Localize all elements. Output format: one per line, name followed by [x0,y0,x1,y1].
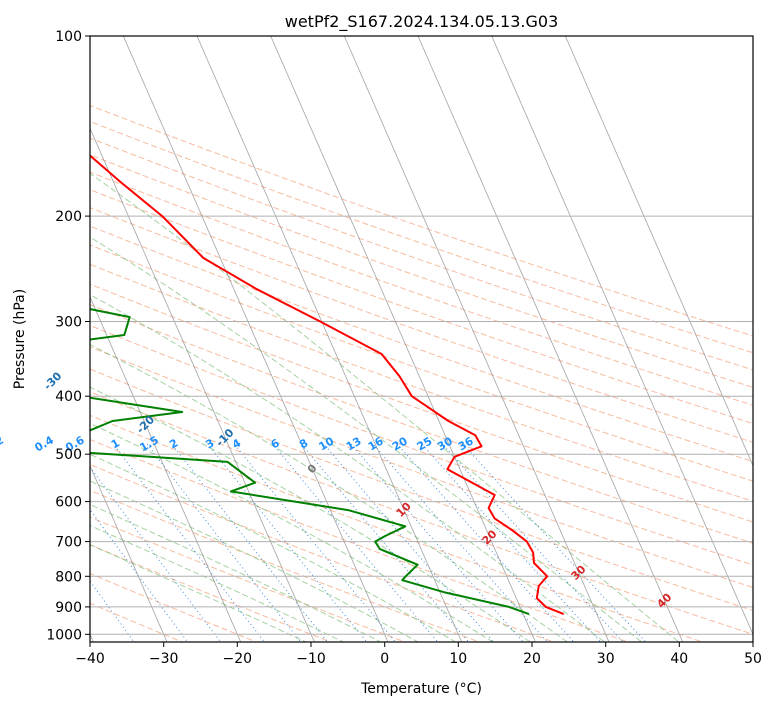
profile-series [90,154,565,616]
dry-adiabat-line [90,263,753,502]
x-tick-label: −20 [223,651,253,667]
dry-adiabat-line [90,137,753,371]
dry-adiabat-line [90,303,753,544]
x-tick-label: −10 [296,651,326,667]
x-tick-label: −30 [149,651,179,667]
moist-adiabat-line [90,503,382,642]
isobar-gridlines [90,36,753,635]
x-axis-label: Temperature (°C) [360,681,482,697]
dry-adiabat-line [90,602,184,642]
dry-adiabat-line [90,324,753,566]
moist-adiabat-line [90,480,420,642]
moist-adiabat-line [90,524,345,642]
moist-adiabat-line [90,236,643,642]
x-axis-ticks: −40 −30 −20 −10 0 10 20 30 40 50 [75,642,762,667]
mixing-ratio-label: 0.2 [0,433,6,454]
dry-adiabat-line [90,572,258,642]
moist-adiabat-line [90,294,606,642]
y-tick-label: 200 [55,209,82,225]
dry-adiabat-line [90,463,556,642]
y-tick-label: 300 [55,315,82,331]
x-tick-label: 50 [744,651,762,667]
mixing-ratio-line [372,443,548,642]
dry-adiabat-line [90,244,753,482]
chart-title: wetPf2_S167.2024.134.05.13.G03 [285,12,559,32]
mixing-ratio-line [146,443,302,642]
dry-adiabat-line [90,154,753,388]
temperature-profile-line [90,154,565,616]
y-tick-label: 600 [55,495,82,511]
dry-adiabat-line [90,414,704,642]
x-tick-label: 0 [380,651,389,667]
dry-adiabat-line [90,207,753,443]
y-axis-label: Pressure (hPa) [12,289,28,389]
x-tick-label: 40 [670,651,688,667]
moist-adiabat-line [90,386,531,642]
moist-adiabat-line [90,172,680,642]
y-tick-label: 800 [55,569,82,585]
moist-adiabat-line [90,544,308,642]
dry-adiabats [90,104,753,642]
dry-adiabat-line [90,391,753,635]
dry-adiabat-line [90,368,753,612]
isotherm-line [491,36,753,636]
isotherms [90,36,753,642]
dewpoint-profile-line [90,308,530,616]
y-tick-label: 400 [55,389,82,405]
dry-adiabat-line [90,438,630,642]
mixing-ratio-line [350,443,524,642]
x-tick-label: −40 [75,651,105,667]
dry-adiabat-line [90,283,753,523]
mixing-ratio-line [300,443,470,642]
mixing-ratio-line [462,443,647,642]
x-tick-label: 20 [523,651,541,667]
dry-adiabat-line [90,104,753,337]
isotherm-line [90,295,242,642]
isotherm-line [417,36,684,642]
y-tick-label: 100 [55,29,82,45]
isotherm-line [90,464,168,642]
isotherm-line [196,36,463,642]
isotherm-line [270,36,536,642]
y-tick-label: 1000 [46,627,82,643]
mixing-ratio-line [272,443,439,642]
moist-adiabat-line [90,422,494,642]
isotherm-line [90,127,315,642]
dry-adiabat-line [90,189,753,425]
plot-area [90,36,753,642]
moist-adiabat-line [90,343,569,642]
y-tick-label: 900 [55,600,82,616]
mixing-ratio-line [441,443,624,642]
y-tick-label: 500 [55,447,82,463]
mixing-ratio-line [323,443,495,642]
y-tick-label: 700 [55,535,82,551]
isotherm-line [343,36,610,642]
x-tick-label: 10 [449,651,467,667]
x-tick-label: 30 [597,651,615,667]
plot-frame [89,35,754,643]
isotherm-line [564,36,753,467]
y-axis-ticks: 100 200 300 400 500 600 700 800 900 1000 [46,29,90,643]
isotherm-line [122,36,389,642]
